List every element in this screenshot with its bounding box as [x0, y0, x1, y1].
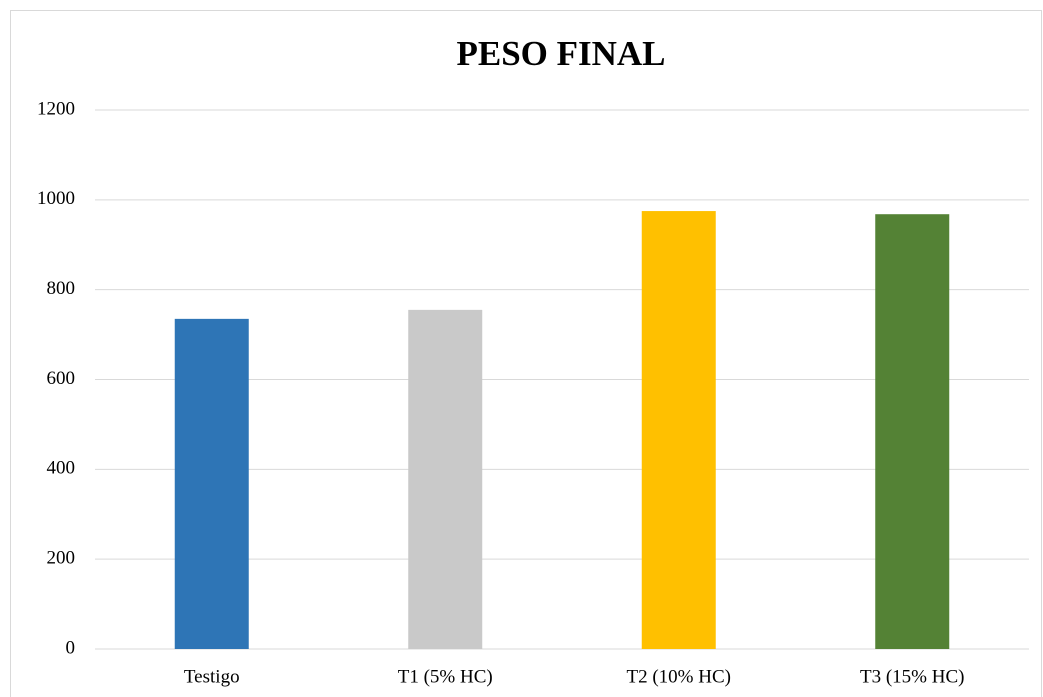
y-tick-label: 800 [47, 278, 76, 299]
x-tick-label: T2 (10% HC) [627, 666, 731, 687]
bar [408, 309, 483, 649]
x-tick-label: Testigo [184, 666, 240, 687]
x-tick-label: T1 (5% HC) [398, 666, 493, 687]
bar [174, 318, 249, 649]
y-tick-label: 1000 [37, 188, 75, 209]
y-tick-label: 0 [66, 637, 76, 658]
bar [875, 214, 950, 649]
y-tick-label: 1200 [37, 98, 75, 119]
chart-title: PESO FINAL [456, 34, 665, 73]
y-tick-label: 400 [47, 458, 76, 479]
x-tick-label: T3 (15% HC) [860, 666, 964, 687]
y-tick-label: 600 [47, 368, 76, 389]
bar [641, 211, 716, 649]
y-tick-label: 200 [47, 548, 76, 569]
